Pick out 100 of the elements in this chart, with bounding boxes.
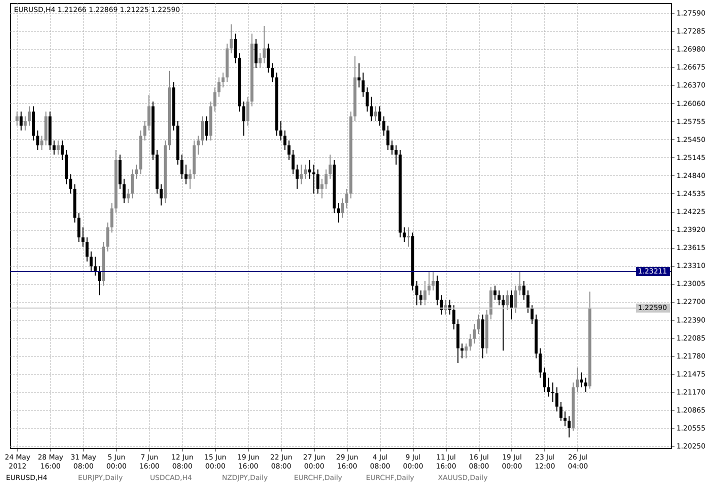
candlestick bbox=[468, 334, 472, 352]
candlestick bbox=[283, 130, 286, 150]
candlestick bbox=[262, 26, 266, 64]
candlestick bbox=[584, 377, 588, 392]
candlestick bbox=[510, 290, 513, 320]
candlestick bbox=[20, 111, 23, 131]
candlestick bbox=[436, 275, 439, 306]
candlestick bbox=[452, 304, 456, 330]
candlestick bbox=[143, 120, 146, 142]
candlestick bbox=[28, 106, 31, 126]
candlestick bbox=[506, 290, 509, 310]
candlestick bbox=[196, 135, 200, 156]
candlestick bbox=[296, 164, 299, 190]
candlestick bbox=[320, 178, 324, 199]
candlestick bbox=[580, 372, 584, 388]
candlestick bbox=[52, 140, 56, 156]
candlestick bbox=[530, 304, 534, 325]
candlestick bbox=[110, 202, 114, 234]
candlestick bbox=[406, 226, 410, 248]
candlestick bbox=[292, 149, 295, 175]
candlestick bbox=[415, 280, 418, 306]
candlestick bbox=[498, 290, 501, 306]
candlestick bbox=[494, 285, 497, 300]
candlestick bbox=[390, 140, 394, 156]
candlestick bbox=[564, 410, 567, 427]
candlestick bbox=[279, 120, 282, 142]
candlestick bbox=[147, 94, 150, 131]
candlestick bbox=[324, 168, 328, 190]
candlestick bbox=[217, 76, 220, 98]
candlestick bbox=[69, 174, 72, 194]
candlestick bbox=[180, 154, 184, 180]
candlestick bbox=[304, 164, 307, 180]
candlestick bbox=[135, 164, 138, 180]
candlestick bbox=[77, 212, 80, 243]
candlestick bbox=[518, 271, 522, 296]
candlestick bbox=[432, 270, 435, 291]
candlestick bbox=[423, 280, 426, 306]
candlestick bbox=[308, 159, 312, 180]
candlestick bbox=[378, 106, 382, 126]
candlestick bbox=[160, 184, 163, 206]
candlestick bbox=[386, 125, 390, 150]
candlestick bbox=[464, 343, 468, 359]
candlestick bbox=[254, 38, 258, 68]
candlestick bbox=[60, 140, 64, 160]
candlestick bbox=[428, 270, 431, 296]
candlestick bbox=[300, 164, 303, 185]
candlestick bbox=[316, 168, 320, 194]
candlestick bbox=[477, 314, 480, 335]
candlestick bbox=[362, 72, 365, 98]
candlestick bbox=[366, 86, 369, 112]
candlestick bbox=[568, 416, 571, 438]
candlestick bbox=[246, 96, 250, 126]
candlestick bbox=[90, 250, 93, 272]
candlestick bbox=[336, 202, 340, 224]
candlestick bbox=[382, 116, 386, 136]
candlestick bbox=[122, 178, 126, 204]
candlestick bbox=[522, 280, 526, 300]
candlestick bbox=[234, 33, 237, 64]
candlestick bbox=[230, 24, 233, 54]
candlestick bbox=[402, 226, 406, 243]
candlestick bbox=[213, 86, 216, 112]
candlestick bbox=[106, 222, 110, 252]
candlestick bbox=[184, 164, 188, 185]
candlestick bbox=[188, 168, 192, 190]
candlestick bbox=[542, 367, 546, 392]
candlestick bbox=[358, 62, 361, 88]
candlestick bbox=[98, 266, 101, 296]
candlestick bbox=[86, 236, 89, 262]
candlestick bbox=[94, 256, 97, 276]
candlestick bbox=[472, 324, 476, 344]
candlestick bbox=[526, 290, 530, 314]
candlestick bbox=[576, 367, 579, 392]
candlestick bbox=[419, 290, 422, 306]
candlestick bbox=[555, 386, 558, 412]
candlestick bbox=[126, 188, 130, 204]
candlestick bbox=[514, 285, 518, 314]
candlestick bbox=[394, 144, 398, 166]
candlestick bbox=[345, 188, 348, 209]
candlestick bbox=[40, 135, 44, 150]
candlestick bbox=[538, 348, 542, 378]
candlestick bbox=[271, 62, 274, 83]
candlestick bbox=[440, 294, 443, 316]
candlestick bbox=[56, 140, 60, 156]
candlestick bbox=[81, 226, 84, 248]
candlestick bbox=[328, 154, 332, 180]
candlestick bbox=[502, 294, 505, 352]
candlestick bbox=[130, 168, 134, 199]
candlestick bbox=[205, 116, 208, 142]
candlestick bbox=[36, 130, 40, 150]
candlestick bbox=[24, 116, 27, 131]
candlestick bbox=[547, 377, 550, 398]
candlestick bbox=[559, 401, 562, 422]
candlestick bbox=[200, 116, 204, 146]
candlestick bbox=[266, 43, 270, 74]
candlestick bbox=[370, 96, 373, 122]
candlestick bbox=[258, 52, 262, 68]
candlestick bbox=[242, 101, 246, 136]
candlestick bbox=[16, 111, 19, 126]
candlestick bbox=[222, 72, 225, 88]
candlestick bbox=[341, 198, 344, 218]
